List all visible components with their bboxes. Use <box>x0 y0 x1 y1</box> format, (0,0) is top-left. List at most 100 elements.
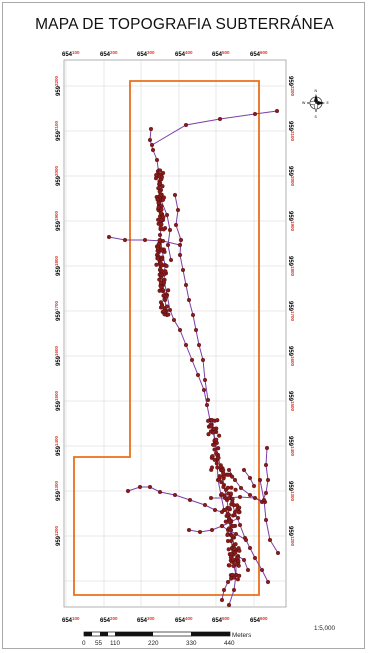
survey-station <box>165 242 171 248</box>
survey-station <box>160 304 165 309</box>
northing-label-4: 9591900 <box>54 210 62 231</box>
survey-station <box>148 126 154 132</box>
survey-points <box>106 108 281 608</box>
survey-station <box>215 418 220 423</box>
survey-station <box>165 304 170 309</box>
survey-station <box>177 242 183 248</box>
survey-station <box>230 474 235 479</box>
survey-station <box>209 465 215 470</box>
survey-station <box>173 222 179 228</box>
northing-label-9: 9591400 <box>54 435 62 456</box>
survey-station <box>154 172 159 178</box>
survey-station <box>183 342 189 348</box>
survey-station <box>209 424 214 429</box>
survey-station <box>229 485 234 490</box>
survey-station <box>164 212 170 218</box>
survey-station <box>210 454 215 459</box>
survey-station <box>265 477 271 483</box>
survey-station <box>149 142 155 148</box>
survey-station <box>252 555 258 561</box>
survey-station <box>172 192 178 198</box>
survey-station <box>225 579 231 585</box>
survey-station <box>187 497 193 503</box>
survey-station <box>212 447 217 452</box>
survey-station <box>229 533 235 538</box>
survey-station <box>164 263 169 269</box>
survey-station <box>235 503 240 508</box>
survey-station <box>230 572 235 577</box>
survey-station <box>241 557 247 563</box>
survey-station <box>155 197 160 202</box>
survey-station <box>166 312 171 317</box>
survey-station <box>230 557 236 562</box>
easting-label-4: 654400 <box>175 50 193 58</box>
survey-station <box>233 531 239 537</box>
survey-station <box>161 170 166 176</box>
northing-label-7: 9591600 <box>54 345 62 366</box>
survey-station <box>233 487 238 492</box>
northing-label-11: 9591200 <box>54 525 62 546</box>
survey-station <box>237 494 243 500</box>
survey-station <box>252 495 258 501</box>
survey-station <box>216 446 221 451</box>
northing-label-right-11: 9591200 <box>287 526 295 547</box>
northing-label-5: 9591800 <box>54 255 62 276</box>
survey-station <box>137 484 143 490</box>
survey-station <box>232 546 237 551</box>
survey-station <box>230 496 235 502</box>
map-title: MAPA DE TOPOGRAFIA SUBTERRÁNEA <box>35 16 334 33</box>
west-letter: W <box>302 101 306 105</box>
survey-station <box>223 507 228 513</box>
survey-station <box>156 217 161 222</box>
survey-station <box>214 451 219 456</box>
survey-station <box>238 485 244 491</box>
survey-station <box>217 474 222 479</box>
survey-station <box>217 116 223 122</box>
survey-station <box>225 511 230 516</box>
scale-label-0: 0 <box>82 640 86 647</box>
survey-station <box>200 357 206 363</box>
easting-label-bottom-3: 654300 <box>137 616 155 624</box>
survey-station <box>168 257 174 263</box>
survey-station <box>158 210 163 216</box>
survey-station <box>166 288 171 293</box>
survey-station <box>261 497 267 503</box>
survey-station <box>212 457 217 462</box>
northing-label-right-7: 9591600 <box>287 346 295 367</box>
easting-label-bottom-5: 654500 <box>212 616 230 624</box>
survey-station <box>142 237 148 243</box>
survey-station <box>189 357 195 363</box>
survey-station <box>225 485 230 490</box>
survey-station <box>219 492 224 497</box>
scale-label-110: 110 <box>110 640 121 647</box>
survey-station <box>232 513 237 518</box>
survey-station <box>251 483 257 489</box>
survey-station <box>211 430 216 435</box>
survey-station <box>167 307 173 313</box>
northing-label-right-8: 9591500 <box>287 391 295 412</box>
survey-station <box>237 573 242 578</box>
northing-label-10: 9591300 <box>54 480 62 501</box>
survey-station <box>221 587 227 593</box>
north-letter: N <box>315 89 318 93</box>
survey-station <box>202 502 208 508</box>
easting-label-3: 654300 <box>137 50 155 58</box>
survey-station <box>221 471 226 476</box>
survey-station <box>236 510 241 515</box>
survey-station <box>241 467 247 473</box>
scale-bar: 0 55 110 220 330 440 Meters 1:5,000 <box>82 625 336 647</box>
survey-station <box>155 256 160 261</box>
survey-station <box>161 309 166 314</box>
survey-station <box>206 432 211 437</box>
scale-label-220: 220 <box>148 640 159 647</box>
survey-station <box>177 252 183 258</box>
easting-label-2: 654200 <box>100 50 118 58</box>
survey-station <box>252 111 258 117</box>
survey-station <box>264 445 270 451</box>
survey-station <box>186 527 192 533</box>
survey-station <box>228 491 234 496</box>
easting-label-bottom-2: 654200 <box>100 616 118 624</box>
survey-station <box>183 282 189 288</box>
survey-station <box>275 550 281 556</box>
